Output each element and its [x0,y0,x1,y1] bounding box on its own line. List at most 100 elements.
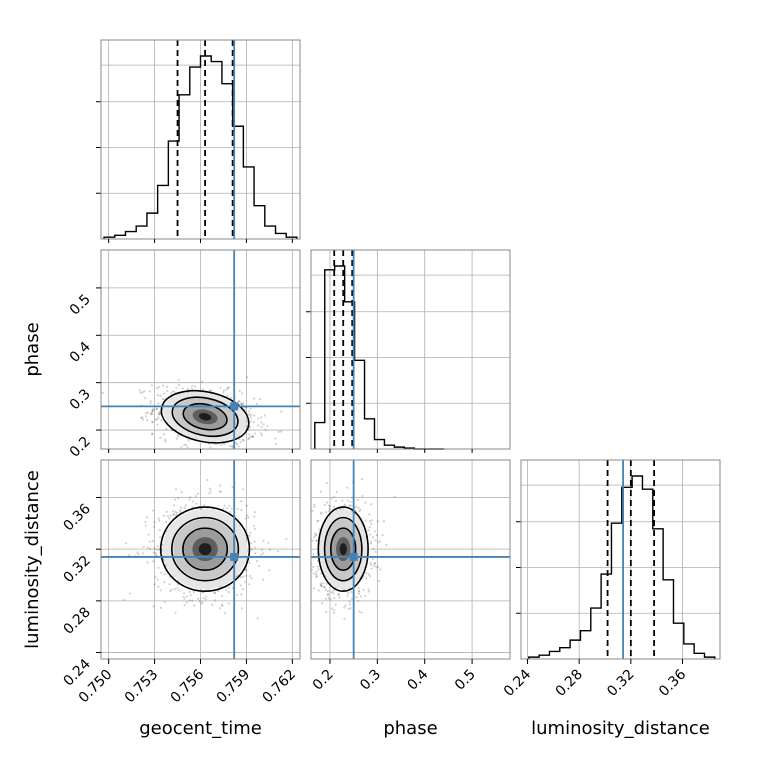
scatter-point [151,421,154,424]
scatter-point [101,392,104,395]
scatter-point [159,589,162,592]
scatter-point [178,589,181,592]
scatter-point [158,412,162,416]
scatter-point [153,547,156,550]
scatter-point [373,564,376,568]
scatter-point [313,503,316,506]
scatter-point [217,590,220,593]
scatter-point [241,607,244,610]
scatter-point [244,517,247,520]
scatter-point [219,386,222,389]
scatter-point [156,393,159,397]
scatter-point [136,551,139,554]
scatter-point [249,541,253,545]
y-tick-label-phase-0: 0.2 [67,434,94,461]
scatter-point [365,571,368,575]
scatter-point [230,507,233,510]
scatter-point [238,400,241,403]
scatter-point [227,386,230,389]
contour-line-2 [317,506,369,593]
scatter-point [343,617,346,620]
scatter-point [370,522,373,526]
scatter-point [312,587,316,590]
scatter-point [306,558,308,560]
scatter-point [242,439,245,442]
scatter-point [174,510,177,514]
scatter-point [253,540,256,543]
scatter-point [333,609,336,612]
scatter-point [245,569,248,572]
scatter-point [357,506,360,509]
scatter-point [338,596,341,599]
scatter-point [218,490,221,493]
scatter-point [139,391,142,394]
scatter-point [322,582,325,585]
scatter-point [142,545,145,548]
x-tick-label-luminosity_distance-0: 0.24 [501,666,534,699]
x-tick-label-phase-3: 0.5 [452,667,479,694]
scatter-point [148,547,152,550]
hist-panel-luminosity_distance-bg [521,460,720,659]
scatter-point [325,610,328,614]
scatter-point [176,587,179,590]
scatter-point [157,385,161,388]
scatter-point [198,600,201,603]
scatter-point [318,528,321,531]
scatter-point [152,551,155,554]
scatter-point [311,539,314,542]
scatter-point [240,403,243,406]
scatter-point [191,506,194,509]
scatter-point [227,455,229,457]
scatter-point [326,592,329,596]
scatter-point [341,499,344,502]
scatter-point [253,397,256,400]
scatter-point [168,583,171,586]
scatter-point [174,488,178,491]
scatter-point [264,428,267,431]
y-tick-label-phase-1: 0.3 [67,386,94,413]
scatter-point [196,597,200,600]
scatter-point [148,540,151,543]
scatter-point [138,389,141,392]
scatter-point [236,593,239,596]
scatter-point [128,553,131,557]
scatter-point [346,486,349,489]
scatter-point [261,548,264,551]
scatter-point [332,592,335,595]
scatter-point [377,541,380,544]
scatter-point [358,589,361,592]
scatter-point [162,514,166,517]
scatter-point [249,420,252,423]
scatter-point [372,547,375,550]
scatter-point [227,586,231,589]
scatter-point [239,440,242,443]
scatter-point [165,385,169,388]
scatter-point [222,507,225,510]
scatter-point [316,519,319,523]
scatter-point [209,389,212,392]
scatter-point [150,413,153,416]
scatter-point [229,510,232,514]
scatter-point [173,588,177,591]
scatter-point [172,504,175,507]
scatter-point [319,512,323,515]
scatter-point [332,611,335,614]
scatter-point [348,603,351,606]
x-tick-label-phase-0: 0.2 [310,667,337,694]
scatter-point [179,509,182,512]
scatter-point [256,559,259,563]
scatter-point [257,417,260,420]
scatter-point [186,446,189,449]
scatter-point [245,504,248,507]
scatter-point [146,561,149,564]
scatter-point [304,590,306,592]
scatter-point [208,487,212,490]
scatter-point [227,602,230,605]
contour-line-1 [323,516,363,582]
scatter-point [141,391,144,394]
scatter-point [324,511,328,514]
scatter-point [191,599,194,602]
scatter-point [358,610,361,613]
scatter-point [208,492,211,495]
scatter-point [368,513,371,516]
